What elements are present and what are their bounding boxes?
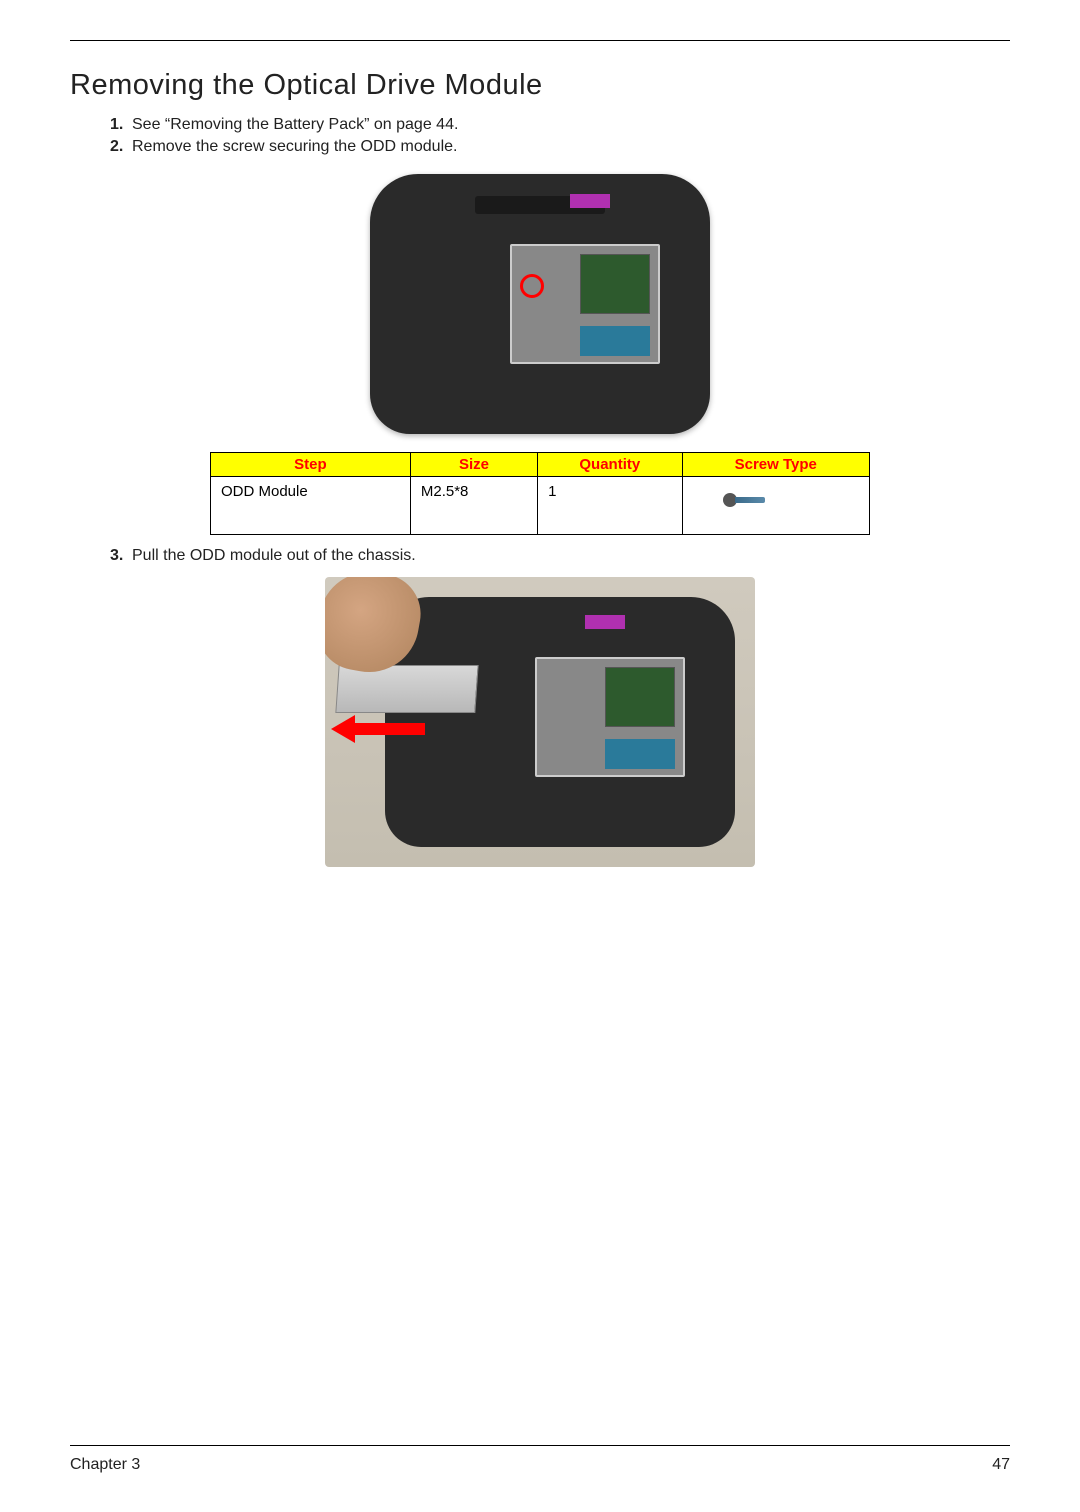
bottom-rule [70, 1445, 1010, 1446]
table-header-row: Step Size Quantity Screw Type [211, 453, 870, 477]
table-row: ODD Module M2.5*8 1 [211, 477, 870, 535]
step-1-text: See “Removing the Battery Pack” on page … [132, 116, 458, 134]
odd-tray [335, 665, 478, 713]
screw-table: Step Size Quantity Screw Type ODD Module… [210, 452, 870, 535]
steps-list: 1. See “Removing the Battery Pack” on pa… [70, 116, 1010, 156]
component-bay [510, 244, 660, 364]
page-title: Removing the Optical Drive Module [70, 69, 1010, 102]
ram-module-icon [580, 254, 650, 314]
label-badge [585, 615, 625, 629]
footer: Chapter 3 47 [70, 1445, 1010, 1474]
col-size: Size [410, 453, 537, 477]
cell-step: ODD Module [211, 477, 411, 535]
step-2: 2. Remove the screw securing the ODD mod… [110, 138, 1010, 156]
figure-1 [70, 174, 1010, 434]
cell-screw-image [682, 477, 869, 535]
laptop-underside-image [370, 174, 710, 434]
pull-arrow-icon [331, 715, 355, 743]
wifi-card-icon [605, 739, 675, 769]
ram-module-icon [605, 667, 675, 727]
steps-list-continued: 3. Pull the ODD module out of the chassi… [70, 547, 1010, 565]
label-badge [570, 194, 610, 208]
step-3-num: 3. [110, 547, 132, 565]
figure-2 [70, 577, 1010, 867]
footer-chapter: Chapter 3 [70, 1456, 140, 1474]
step-2-text: Remove the screw securing the ODD module… [132, 138, 457, 156]
cell-size: M2.5*8 [410, 477, 537, 535]
col-step: Step [211, 453, 411, 477]
col-screw-type: Screw Type [682, 453, 869, 477]
step-3-text: Pull the ODD module out of the chassis. [132, 547, 416, 565]
screw-marker-circle [520, 274, 544, 298]
component-bay [535, 657, 685, 777]
laptop-base [385, 597, 735, 847]
cell-qty: 1 [538, 477, 682, 535]
top-rule [70, 40, 1010, 41]
footer-page-number: 47 [992, 1456, 1010, 1474]
screw-icon [723, 491, 773, 511]
step-1: 1. See “Removing the Battery Pack” on pa… [110, 116, 1010, 134]
step-2-num: 2. [110, 138, 132, 156]
col-quantity: Quantity [538, 453, 682, 477]
laptop-pull-image [325, 577, 755, 867]
step-3: 3. Pull the ODD module out of the chassi… [110, 547, 1010, 565]
step-1-num: 1. [110, 116, 132, 134]
wifi-card-icon [580, 326, 650, 356]
